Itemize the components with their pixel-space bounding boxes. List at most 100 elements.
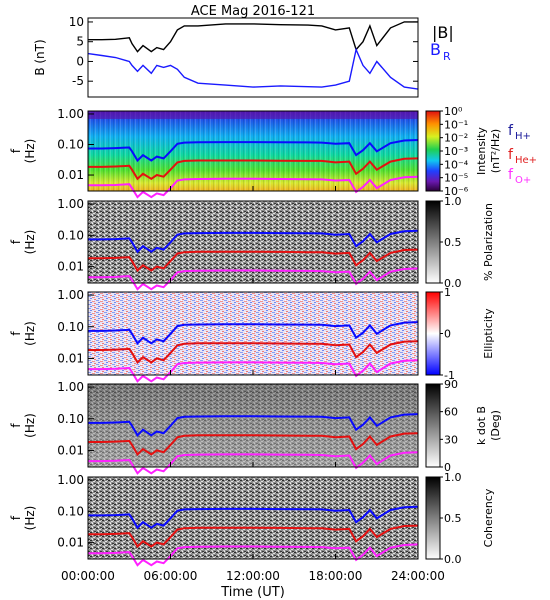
colorbar-tick-label: 0.0 (444, 277, 462, 290)
panel-ellipticity: 1.00 0.10 0.01 f (Hz) 1 0 -1 Ellipticity (9, 286, 495, 383)
gyro-line-fHe (88, 432, 419, 457)
colorbar-tick-label: 90 (444, 378, 458, 391)
y-axis-label-unit: (Hz) (23, 230, 37, 255)
colorbar-tick-label: 0 (444, 328, 451, 341)
gyro-line-fHe (88, 157, 419, 181)
y-axis-label-unit: (Hz) (23, 139, 37, 164)
plot-area (88, 18, 418, 97)
colorbar-label: Intensity (475, 127, 488, 175)
colorbar-tick-label: 0.5 (444, 512, 462, 525)
colorbar-tick-label: 10⁻⁶ (444, 185, 469, 198)
colorbar-tick-label: 10⁻² (444, 132, 468, 145)
gyro-line-fHe (88, 340, 419, 365)
y-tick-label: 1.00 (57, 288, 84, 302)
y-tick-label: -5 (72, 74, 84, 88)
x-tick-label: 24:00:00 (391, 569, 445, 583)
gyro-line-fH (88, 321, 419, 345)
series-line-B (88, 21, 418, 53)
y-tick-label: 1.00 (57, 197, 84, 211)
colorbar (425, 110, 441, 192)
y-axis-label-unit: (Hz) (23, 506, 37, 531)
colorbar-tick-label: 10⁻⁴ (444, 158, 469, 171)
y-tick-label: 0.01 (57, 260, 84, 274)
y-axis-label: B (nT) (33, 39, 47, 75)
colorbar-label: k dot B (475, 406, 488, 445)
colorbar (425, 476, 441, 560)
x-axis-label: Time (UT) (220, 585, 285, 600)
y-axis-label: f (9, 515, 23, 520)
y-tick-label: 0.01 (57, 536, 84, 550)
legend-fHe: f He+ (508, 147, 537, 166)
colorbar-label-unit: (nT²/Hz) (489, 129, 502, 173)
svg-text:He+: He+ (515, 155, 537, 166)
gyro-line-fHe (88, 524, 419, 549)
svg-text:f: f (508, 123, 514, 139)
y-tick-label: 0.10 (57, 504, 84, 518)
legend-fH: f H+ (508, 123, 531, 142)
y-tick-label: 5 (76, 35, 84, 49)
svg-text:O+: O+ (515, 175, 531, 186)
colorbar-tick-label: 1.0 (444, 195, 462, 208)
y-axis-label: f (9, 239, 23, 244)
panel-intensity: 1.00 0.10 0.01 f (Hz) 10⁰10⁻¹10⁻²10⁻³10⁻⁴10⁻⁵… (9, 105, 502, 199)
x-tick-label: 00:00:00 (61, 569, 115, 583)
y-tick-label: 1.00 (57, 107, 84, 121)
panel-k-dot-b: 1.00 0.10 0.01 f (Hz) 90 60 30 0 k dot B (Deg) (9, 378, 502, 475)
x-tick-label: 18:00:00 (309, 569, 363, 583)
gyro-line-fO (88, 175, 419, 199)
y-tick-label: 0.10 (57, 412, 84, 426)
colorbar-label: % Polarization (482, 203, 495, 281)
gyro-line-fH (88, 413, 419, 437)
colorbar-tick-label: -1 (444, 369, 455, 382)
colorbar-label: Coherency (482, 488, 495, 547)
colorbar-tick-label: 10⁻¹ (444, 118, 468, 131)
colorbar-tick-label: 10⁻³ (444, 145, 468, 158)
gyro-line-fO (88, 543, 419, 567)
legend-BR: B R (430, 40, 451, 63)
svg-text:f: f (508, 147, 514, 163)
colorbar-tick-label: 10⁻⁵ (444, 172, 468, 185)
y-tick-label: 0.10 (57, 320, 84, 334)
spectrogram-top-band (88, 111, 418, 119)
svg-text:f: f (508, 167, 514, 183)
panel-b-field: 10 5 0 -5 B (nT) (33, 15, 419, 98)
y-tick-label: 0.10 (57, 228, 84, 242)
legend-fO: f O+ (508, 167, 531, 186)
x-tick-label: 12:00:00 (226, 569, 280, 583)
colorbar-tick-label: 0.5 (444, 236, 462, 249)
gyro-line-fHe (88, 248, 419, 273)
gyro-line-fH (88, 505, 419, 530)
y-tick-label: 0.10 (57, 137, 84, 151)
colorbar-tick-label: 10⁰ (444, 105, 463, 118)
colorbar-tick-label: 0.0 (444, 553, 462, 566)
colorbar (425, 291, 441, 376)
y-tick-label: 0.01 (57, 168, 84, 182)
colorbar-tick-label: 1.0 (444, 471, 462, 484)
colorbar-tick-label: 0 (444, 461, 451, 474)
series-line-BR (87, 47, 419, 90)
y-axis-label-unit: (Hz) (23, 413, 37, 438)
y-axis-label: f (9, 148, 23, 153)
y-tick-label: 0 (76, 54, 84, 68)
gyro-line-fO (88, 451, 419, 475)
colorbar-label-unit: (Deg) (489, 410, 502, 441)
y-tick-label: 1.00 (57, 473, 84, 487)
panel-polarization: 1.00 0.10 0.01 f (Hz) 1.0 0.5 0.0 % Polarization (9, 195, 495, 291)
y-axis-label: f (9, 331, 23, 336)
colorbar (425, 383, 441, 468)
colorbar-tick-label: 1 (444, 286, 451, 299)
y-tick-label: 0.01 (57, 443, 84, 457)
svg-text:R: R (443, 50, 451, 63)
y-tick-label: 1.00 (57, 380, 84, 394)
gyro-line-fO (88, 359, 419, 383)
x-tick-label: 06:00:00 (144, 569, 198, 583)
y-axis-label: f (9, 423, 23, 428)
chart-title: ACE Mag 2016-121 (191, 4, 315, 19)
svg-text:B: B (430, 40, 441, 59)
plot-frame (87, 17, 419, 98)
legend-B: |B| (432, 23, 454, 42)
colorbar (425, 200, 441, 284)
y-tick-label: 10 (69, 15, 84, 29)
y-axis-label-unit: (Hz) (23, 321, 37, 346)
